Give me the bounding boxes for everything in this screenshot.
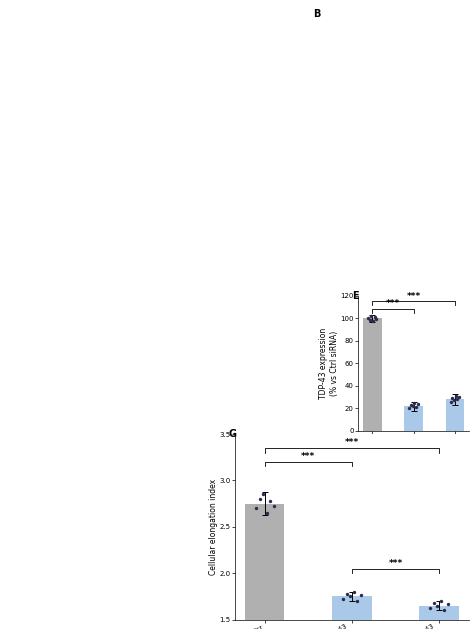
Bar (446, 399, 464, 431)
Point (365, 313, 372, 323)
Point (373, 314, 380, 324)
Point (414, 399, 421, 409)
Point (433, 601, 441, 611)
Bar (332, 596, 372, 629)
Y-axis label: Cellular elongation index: Cellular elongation index (209, 479, 218, 575)
Point (454, 394, 461, 404)
Point (444, 599, 452, 609)
Text: ***: *** (386, 299, 400, 308)
Point (350, 587, 357, 597)
Point (452, 391, 459, 401)
Point (455, 392, 463, 402)
Text: G: G (228, 429, 237, 439)
Point (407, 400, 415, 410)
Point (368, 311, 375, 321)
Text: A: A (2, 9, 10, 19)
Text: C: C (2, 196, 9, 206)
Point (410, 398, 418, 408)
Point (256, 494, 264, 504)
Point (354, 596, 361, 606)
Point (371, 312, 379, 322)
Point (343, 589, 350, 599)
Point (412, 402, 420, 412)
Point (259, 489, 267, 499)
Point (266, 496, 274, 506)
Point (406, 403, 413, 413)
Point (409, 401, 417, 411)
Bar (404, 406, 423, 431)
Point (430, 598, 438, 608)
Point (450, 396, 458, 406)
Point (437, 596, 445, 606)
Point (346, 591, 354, 601)
Text: ***: *** (388, 559, 402, 567)
Point (447, 396, 455, 406)
Bar (363, 318, 382, 431)
Text: ***: *** (301, 452, 316, 461)
Bar (246, 504, 284, 629)
X-axis label: siRNA: siRNA (402, 460, 425, 469)
Y-axis label: TDP-43 expression
(% vs Ctrl siRNA): TDP-43 expression (% vs Ctrl siRNA) (319, 328, 339, 399)
Text: ***: *** (345, 438, 359, 447)
Text: F: F (2, 352, 9, 362)
Point (427, 603, 434, 613)
Point (357, 589, 365, 599)
Point (448, 393, 456, 403)
Text: D: D (155, 196, 164, 206)
Point (369, 316, 377, 326)
Text: ***: *** (406, 292, 421, 301)
Point (440, 605, 448, 615)
Text: B: B (313, 9, 321, 19)
Text: E: E (352, 291, 358, 301)
Point (366, 315, 374, 325)
Bar (419, 606, 459, 629)
Point (263, 508, 270, 518)
Point (339, 594, 347, 604)
Point (270, 501, 277, 511)
Point (252, 503, 260, 513)
